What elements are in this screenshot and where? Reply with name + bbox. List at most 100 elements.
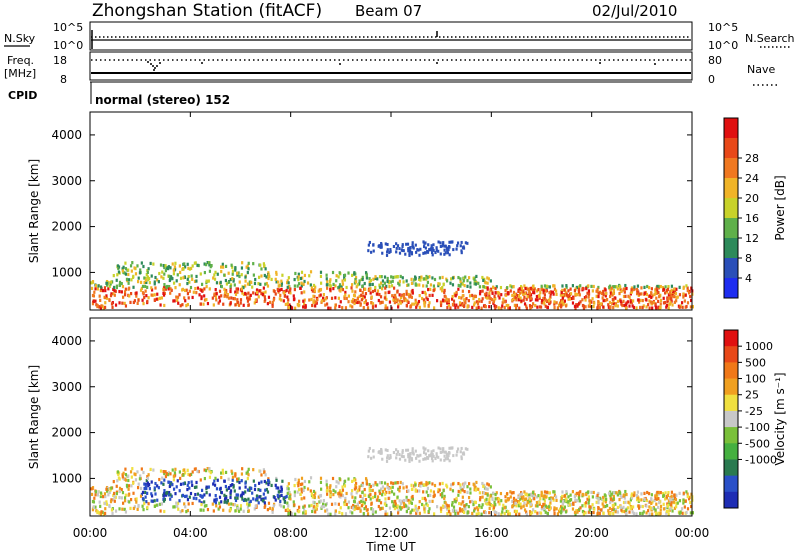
echo-cell bbox=[561, 494, 564, 498]
echo-cell bbox=[311, 495, 314, 499]
echo-cell bbox=[93, 290, 96, 294]
echo-cell bbox=[343, 502, 346, 507]
echo-cell bbox=[136, 507, 139, 511]
echo-cell bbox=[142, 470, 145, 475]
echo-cell bbox=[127, 281, 130, 285]
echo-cell bbox=[328, 485, 332, 490]
echo-cell bbox=[492, 506, 495, 510]
echo-cell bbox=[277, 280, 280, 284]
echo-cell bbox=[98, 294, 101, 298]
echo-cell bbox=[689, 504, 693, 509]
echo-cell bbox=[118, 507, 121, 511]
echo-cell bbox=[498, 296, 501, 300]
echo-cell bbox=[464, 301, 467, 305]
echo-cell bbox=[458, 301, 462, 305]
echo-cell bbox=[637, 504, 640, 508]
echo-cell bbox=[332, 286, 335, 291]
velocity-panel-frame bbox=[89, 317, 693, 517]
echo-cell bbox=[139, 486, 143, 491]
echo-cell bbox=[451, 500, 454, 505]
echo-cell bbox=[505, 509, 508, 513]
echo-cell bbox=[326, 286, 329, 290]
echo-cell bbox=[208, 475, 212, 479]
echo-cell bbox=[445, 503, 448, 507]
echo-cell bbox=[443, 244, 447, 248]
echo-cell bbox=[335, 279, 338, 283]
echo-cell bbox=[124, 304, 128, 308]
echo-cell bbox=[386, 279, 389, 284]
echo-cell bbox=[369, 278, 372, 283]
echo-cell bbox=[123, 293, 127, 297]
echo-cell bbox=[256, 288, 259, 292]
echo-cell bbox=[283, 294, 287, 298]
echo-cell bbox=[651, 506, 654, 511]
echo-cell bbox=[612, 285, 616, 289]
echo-cell bbox=[647, 303, 650, 307]
echo-cell bbox=[222, 302, 225, 306]
echo-cell bbox=[386, 456, 389, 460]
echo-cell bbox=[238, 280, 241, 284]
echo-cell bbox=[412, 246, 415, 250]
colorbar-swatch bbox=[724, 362, 738, 380]
echo-cell bbox=[597, 285, 600, 290]
echo-cell bbox=[164, 493, 168, 497]
echo-cell bbox=[441, 286, 444, 290]
echo-cell bbox=[650, 295, 653, 300]
echo-cell bbox=[667, 491, 670, 495]
echo-cell bbox=[224, 470, 228, 475]
echo-cell bbox=[203, 298, 207, 302]
echo-cell bbox=[211, 296, 214, 300]
echo-cell bbox=[343, 276, 346, 280]
echo-cell bbox=[400, 300, 404, 304]
echo-cell bbox=[150, 274, 153, 278]
echo-cell bbox=[280, 489, 283, 493]
echo-cell bbox=[153, 488, 156, 492]
echo-cell bbox=[160, 296, 164, 300]
echo-cell bbox=[172, 474, 175, 478]
echo-cell bbox=[193, 467, 196, 471]
echo-cell bbox=[418, 294, 421, 298]
echo-cell bbox=[359, 303, 362, 307]
echo-cell bbox=[659, 302, 662, 306]
echo-cell bbox=[648, 285, 651, 290]
echo-cell bbox=[223, 498, 227, 503]
echo-cell bbox=[401, 245, 404, 249]
echo-cell bbox=[374, 276, 377, 280]
echo-cell bbox=[575, 491, 578, 496]
echo-cell bbox=[494, 286, 497, 291]
echo-cell bbox=[163, 509, 166, 514]
echo-cell bbox=[523, 302, 527, 306]
ytick-label: 2000 bbox=[51, 220, 82, 234]
echo-cell bbox=[456, 244, 459, 248]
echo-cell bbox=[691, 511, 694, 515]
echo-cell bbox=[215, 281, 219, 285]
echo-cell bbox=[198, 293, 201, 297]
echo-cell bbox=[643, 491, 646, 495]
echo-cell bbox=[386, 448, 389, 452]
echo-cell bbox=[112, 287, 115, 291]
echo-cell bbox=[244, 497, 247, 502]
power-colorbar-frame bbox=[723, 117, 739, 299]
echo-cell bbox=[409, 246, 412, 250]
echo-cell bbox=[648, 505, 651, 509]
echo-cell bbox=[370, 301, 373, 305]
echo-cell bbox=[244, 485, 247, 489]
echo-cell bbox=[129, 291, 133, 296]
echo-cell bbox=[457, 283, 460, 288]
echo-cell bbox=[274, 292, 277, 296]
echo-cell bbox=[485, 291, 488, 295]
echo-cell bbox=[430, 248, 433, 252]
echo-cell bbox=[462, 279, 465, 283]
echo-cell bbox=[370, 295, 373, 299]
echo-cell bbox=[349, 304, 352, 308]
echo-cell bbox=[523, 284, 526, 288]
echo-cell bbox=[560, 300, 564, 304]
echo-cell bbox=[252, 291, 255, 295]
echo-cell bbox=[650, 501, 653, 506]
echo-cell bbox=[207, 279, 210, 283]
echo-cell bbox=[288, 496, 291, 500]
echo-cell bbox=[301, 482, 304, 486]
echo-cell bbox=[330, 296, 334, 300]
echo-cell bbox=[129, 264, 133, 268]
echo-cell bbox=[473, 282, 476, 286]
